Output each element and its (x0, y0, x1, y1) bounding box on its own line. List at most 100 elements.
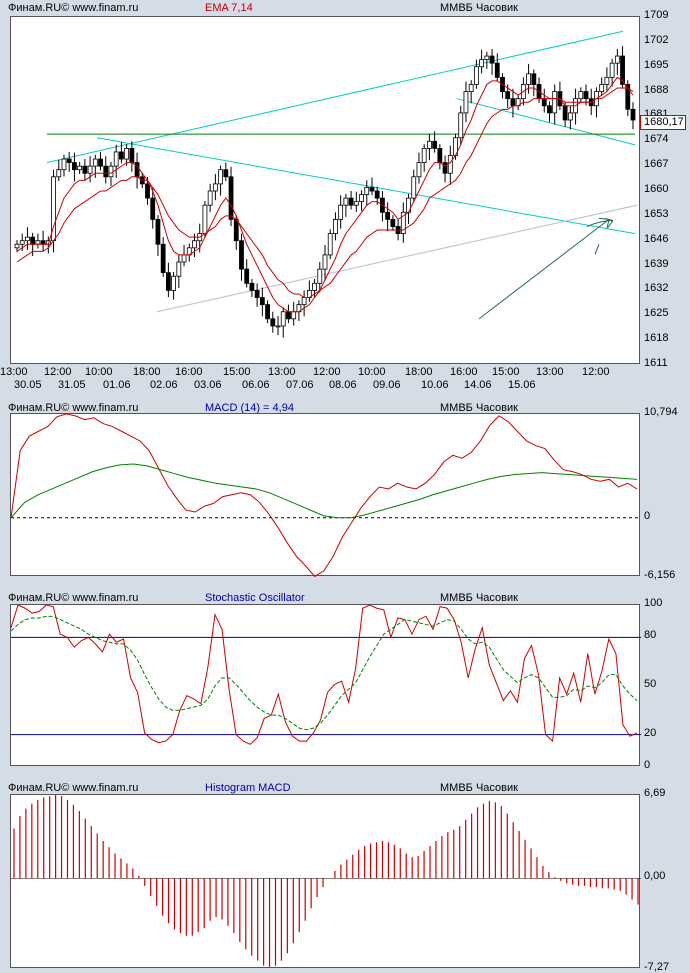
date-tick-label: 15.06 (508, 379, 536, 391)
candle-body (609, 62, 615, 78)
gray-trend-line (156, 204, 638, 313)
time-tick-label: 10:00 (358, 366, 386, 378)
candle-body (56, 169, 62, 178)
time-tick-label: 13:00 (268, 366, 296, 378)
candle-body (432, 140, 438, 149)
date-tick-label: 03.06 (194, 379, 222, 391)
y-tick-label: 1625 (644, 307, 669, 320)
time-tick-label: 12:00 (313, 366, 341, 378)
candle-body (531, 73, 537, 85)
y-tick-label: 1646 (644, 232, 669, 245)
candle-body (192, 240, 197, 249)
candle-body (364, 187, 370, 195)
candle-body (505, 91, 511, 100)
candle-body (390, 219, 396, 227)
indicator-label: Stochastic Oscillator (205, 592, 305, 604)
candle-body (312, 282, 317, 291)
y-tick-label: 80 (644, 629, 657, 642)
candle-body (30, 236, 36, 245)
price-panel-title: Финам.RU© www.finam.ru EMA 7,14 ММВБ Час… (0, 0, 690, 16)
stochastic-plot[interactable] (10, 604, 641, 766)
candle-body (108, 165, 114, 178)
security-label: ММВБ Часовик (440, 2, 518, 14)
stochastic-d-line (10, 615, 638, 731)
macd-plot[interactable] (10, 413, 641, 578)
y-tick-label: -7,27 (644, 961, 670, 973)
descending-channel-line (96, 137, 636, 235)
candle-body (165, 272, 171, 291)
security-label: ММВБ Часовик (440, 402, 518, 414)
y-tick-label: 1667 (644, 158, 669, 171)
time-tick-label: 13:00 (536, 366, 564, 378)
candle-body (583, 91, 589, 100)
candle-body (145, 183, 150, 199)
candle-body (129, 147, 135, 163)
date-tick-label: 14.06 (464, 379, 492, 391)
candle-body (280, 311, 286, 327)
candle-body (338, 204, 344, 220)
candle-body (150, 197, 156, 220)
histogram-plot[interactable] (10, 794, 641, 968)
candle-body (317, 268, 323, 284)
candle-body (468, 84, 474, 92)
candle-body (207, 190, 213, 206)
candle-body (322, 254, 328, 270)
candle-body (489, 55, 495, 64)
y-tick-label: 1695 (644, 58, 669, 71)
candle-body (343, 197, 349, 206)
candle-body (25, 236, 30, 242)
y-tick-label: 20 (644, 726, 657, 739)
candle-body (411, 176, 417, 199)
candle-body (400, 211, 406, 235)
y-tick-label: 1702 (644, 33, 669, 46)
candle-body (567, 112, 573, 121)
date-tick-label: 31.05 (58, 379, 86, 391)
candle-body (98, 158, 103, 167)
stochastic-k-line (10, 604, 638, 745)
candle-body (35, 240, 41, 245)
indicator-label: MACD (14) = 4,94 (205, 402, 294, 414)
date-tick-label: 06.06 (242, 379, 270, 391)
stochastic-panel: Финам.RU© www.finam.ru Stochastic Oscill… (0, 590, 690, 771)
candle-body (155, 219, 161, 245)
candle-body (630, 108, 636, 121)
candle-body (223, 169, 229, 178)
candle-body (212, 183, 218, 192)
source-label: Финам.RU© www.finam.ru (8, 402, 139, 414)
y-tick-label: 1688 (644, 83, 669, 96)
y-tick-label: 1611 (644, 357, 668, 369)
candle-body (494, 62, 500, 78)
y-tick-label: 1632 (644, 282, 669, 295)
candle-body (547, 105, 552, 114)
candle-body (620, 55, 625, 85)
upper-channel-line (46, 30, 624, 164)
candle-body (92, 158, 98, 167)
candle-body (202, 204, 208, 235)
candle-body (327, 233, 333, 256)
candle-body (385, 211, 391, 220)
candle-body (265, 304, 270, 320)
candle-body (463, 91, 469, 114)
y-tick-label: 1709 (644, 9, 669, 21)
security-label: ММВБ Часовик (440, 592, 518, 604)
candle-body (442, 162, 448, 174)
ema-fast-line (16, 76, 634, 313)
stochastic-panel-title: Финам.RU© www.finam.ru Stochastic Oscill… (0, 590, 690, 606)
y-tick-label: 6,69 (644, 787, 666, 799)
candle-body (625, 84, 631, 110)
y-tick-label: 1653 (644, 207, 669, 220)
candle-body (40, 240, 46, 245)
date-tick-label: 08.06 (329, 379, 357, 391)
candle-body (473, 66, 479, 85)
histogram-chart (11, 794, 641, 967)
price-plot[interactable] (10, 16, 640, 364)
time-tick-label: 16:00 (175, 366, 203, 378)
y-tick-label: 50 (644, 678, 657, 690)
candle-body (359, 194, 364, 203)
candle-body (270, 318, 276, 327)
macd-line (10, 413, 638, 578)
candle-body (103, 165, 109, 178)
candle-body (286, 311, 291, 320)
candle-body (171, 275, 177, 291)
time-tick-label: 10:00 (85, 366, 113, 378)
